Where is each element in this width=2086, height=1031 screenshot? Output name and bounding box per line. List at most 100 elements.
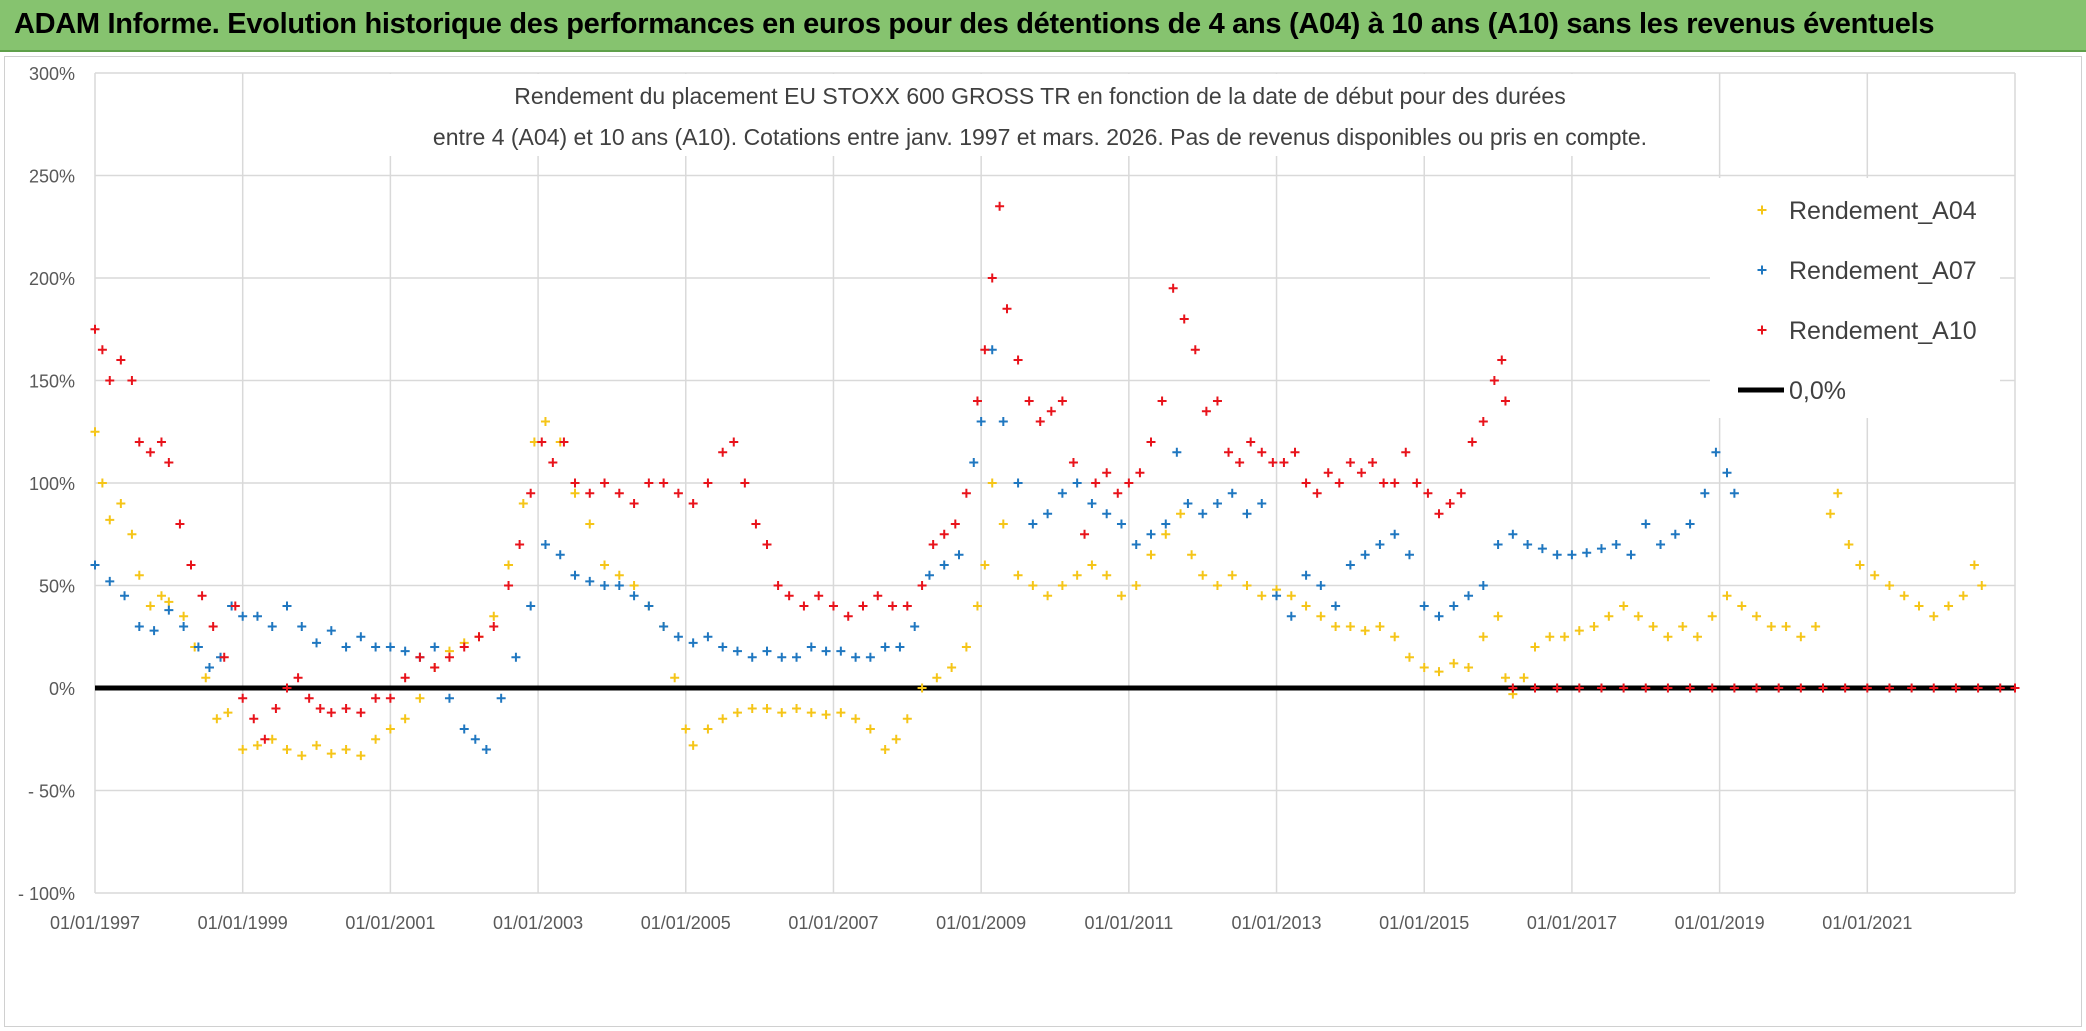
data-point xyxy=(238,693,248,703)
data-point xyxy=(1043,591,1053,601)
data-point xyxy=(1500,396,1510,406)
data-point xyxy=(371,734,381,744)
data-point xyxy=(1692,632,1702,642)
data-point xyxy=(1286,611,1296,621)
data-point xyxy=(1131,540,1141,549)
x-tick-label: 01/01/2015 xyxy=(1379,913,1469,933)
data-point xyxy=(90,560,100,570)
data-point xyxy=(90,427,100,437)
data-point xyxy=(703,724,713,734)
y-tick-label: 50% xyxy=(39,577,75,597)
data-point xyxy=(762,646,772,656)
data-point xyxy=(1176,509,1186,519)
data-point xyxy=(740,478,750,488)
data-point xyxy=(385,693,395,703)
data-point xyxy=(1146,529,1156,539)
data-point xyxy=(880,745,890,754)
data-point xyxy=(1227,488,1237,498)
data-point xyxy=(105,576,115,586)
data-point xyxy=(777,708,787,718)
data-point xyxy=(1345,622,1355,631)
data-point xyxy=(1445,499,1455,508)
data-point xyxy=(1124,478,1134,488)
data-point xyxy=(939,529,949,539)
data-point xyxy=(681,724,691,734)
data-point xyxy=(282,745,292,754)
data-point xyxy=(1648,622,1658,631)
data-point xyxy=(1973,683,1983,693)
data-point xyxy=(570,488,580,498)
data-point xyxy=(600,478,610,488)
data-point xyxy=(219,652,229,662)
data-point xyxy=(1135,468,1145,478)
y-tick-label: 300% xyxy=(29,64,75,84)
data-point xyxy=(1862,683,1872,693)
data-point xyxy=(614,488,624,498)
data-point xyxy=(1729,683,1739,693)
legend-marker xyxy=(1757,205,1767,215)
data-point xyxy=(1345,560,1355,570)
data-point xyxy=(950,519,960,529)
data-point xyxy=(1072,478,1082,488)
data-point xyxy=(1028,519,1038,529)
data-point xyxy=(1087,560,1097,570)
data-point xyxy=(814,591,824,601)
data-point xyxy=(673,632,683,642)
data-point xyxy=(356,751,366,761)
x-tick-label: 01/01/2021 xyxy=(1822,913,1912,933)
data-point xyxy=(773,581,783,590)
data-point xyxy=(1574,683,1584,693)
data-point xyxy=(1102,570,1112,580)
data-point xyxy=(1907,683,1917,693)
data-point xyxy=(526,488,536,498)
data-point xyxy=(297,751,307,761)
data-point xyxy=(1560,632,1570,642)
data-point xyxy=(1242,581,1252,590)
data-point xyxy=(489,622,499,631)
data-point xyxy=(312,638,322,648)
data-point xyxy=(1611,540,1621,549)
data-point xyxy=(1423,488,1433,498)
data-point xyxy=(1412,478,1422,488)
data-point xyxy=(145,601,155,611)
data-point xyxy=(1574,626,1584,636)
series-Rendement_A10 xyxy=(90,201,2020,744)
data-point xyxy=(1116,519,1126,529)
data-point xyxy=(1002,304,1012,314)
data-point xyxy=(1818,683,1828,693)
data-point xyxy=(1390,529,1400,539)
y-tick-label: 200% xyxy=(29,269,75,289)
data-point xyxy=(1737,601,1747,611)
data-point xyxy=(1478,417,1488,426)
data-point xyxy=(1068,458,1078,467)
data-point xyxy=(1449,601,1459,611)
series-Rendement_A04 xyxy=(90,417,1987,761)
data-point xyxy=(851,714,861,724)
data-point xyxy=(1497,355,1507,365)
data-point xyxy=(1057,488,1067,498)
data-point xyxy=(961,488,971,498)
data-point xyxy=(1633,611,1643,621)
data-point xyxy=(179,622,189,631)
data-point xyxy=(703,478,713,488)
y-tick-label: 250% xyxy=(29,167,75,187)
data-point xyxy=(902,714,912,724)
series-Rendement_A07 xyxy=(90,345,1739,754)
data-point xyxy=(1781,622,1791,631)
data-point xyxy=(1146,437,1156,447)
data-point xyxy=(1493,540,1503,549)
data-point xyxy=(1072,570,1082,580)
data-point xyxy=(164,458,174,467)
data-point xyxy=(1774,683,1784,693)
data-point xyxy=(1944,601,1954,611)
data-point xyxy=(1663,632,1673,642)
data-point xyxy=(430,642,440,652)
data-point xyxy=(600,560,610,570)
data-point xyxy=(585,576,595,586)
legend-label: Rendement_A10 xyxy=(1789,317,1977,345)
data-point xyxy=(293,673,303,683)
data-point xyxy=(1028,581,1038,590)
data-point xyxy=(917,683,927,693)
data-point xyxy=(1977,581,1987,590)
data-point xyxy=(980,345,990,355)
